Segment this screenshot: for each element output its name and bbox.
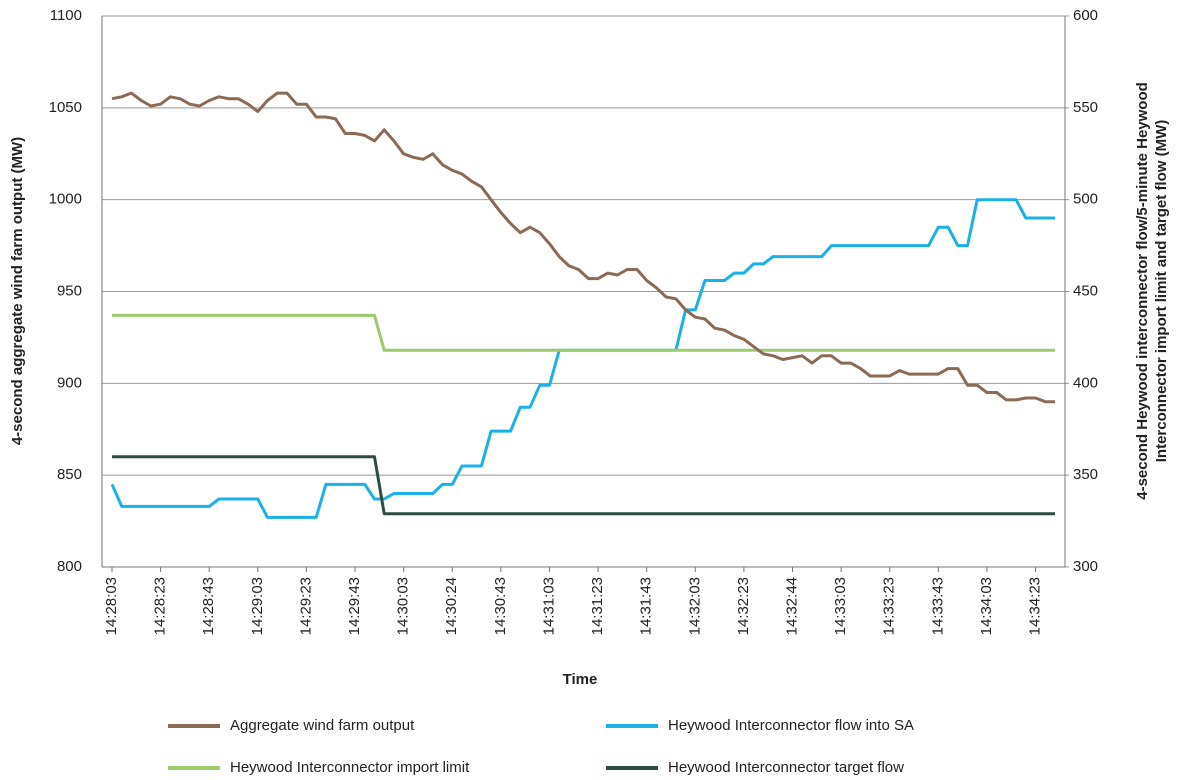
y2-tick-label: 600 xyxy=(1073,7,1098,24)
y-tick-label: 900 xyxy=(57,374,82,391)
x-tick-label: 14:32:44 xyxy=(783,577,800,635)
series-line xyxy=(112,455,1055,516)
x-tick-label: 14:29:23 xyxy=(297,577,314,635)
series-line xyxy=(111,91,1055,404)
x-tick-label: 14:34:03 xyxy=(978,577,995,635)
y2-tick-label: 400 xyxy=(1073,374,1098,391)
x-tick-label: 14:32:03 xyxy=(686,577,703,635)
legend-label: Heywood Interconnector flow into SA xyxy=(668,717,914,734)
legend-label: Heywood Interconnector import limit xyxy=(230,759,470,776)
x-tick-label: 14:28:23 xyxy=(152,577,169,635)
x-tick-label: 14:29:43 xyxy=(346,577,363,635)
y2-tick-label: 550 xyxy=(1073,99,1098,116)
y-tick-label: 950 xyxy=(57,282,82,299)
series-line xyxy=(110,198,1055,519)
x-tick-label: 14:30:24 xyxy=(443,577,460,635)
legend-label: Heywood Interconnector target flow xyxy=(668,759,904,776)
x-tick-label: 14:28:03 xyxy=(103,577,120,635)
y2-tick-label: 500 xyxy=(1073,191,1098,208)
x-axis-title: Time xyxy=(563,671,598,688)
y2-tick-label: 300 xyxy=(1073,558,1098,575)
x-tick-label: 14:33:03 xyxy=(832,577,849,635)
x-tick-label: 14:33:23 xyxy=(881,577,898,635)
x-tick-label: 14:28:43 xyxy=(200,577,217,635)
y-tick-label: 850 xyxy=(57,466,82,483)
y-tick-label: 1050 xyxy=(49,99,82,116)
x-tick-label: 14:30:03 xyxy=(395,577,412,635)
y-tick-label: 1100 xyxy=(50,7,82,24)
series-line xyxy=(112,313,1055,352)
y-tick-label: 800 xyxy=(57,558,82,575)
x-tick-label: 14:29:03 xyxy=(249,577,266,635)
x-tick-label: 14:30:43 xyxy=(492,577,509,635)
x-tick-label: 14:31:43 xyxy=(638,577,655,635)
x-tick-label: 14:32:23 xyxy=(735,577,752,635)
x-tick-label: 14:31:23 xyxy=(589,577,606,635)
y2-tick-label: 450 xyxy=(1073,282,1098,299)
x-tick-label: 14:34:23 xyxy=(1027,577,1044,635)
y2-axis-title: Interconnector import limit and target f… xyxy=(1153,120,1170,463)
y2-tick-label: 350 xyxy=(1073,466,1098,483)
y-tick-label: 1000 xyxy=(49,191,82,208)
x-tick-label: 14:33:43 xyxy=(929,577,946,635)
x-tick-label: 14:31:03 xyxy=(540,577,557,635)
legend-label: Aggregate wind farm output xyxy=(230,717,415,734)
y-axis-title: 4-second aggregate wind farm output (MW) xyxy=(9,137,26,445)
y2-axis-title: 4-second Heywood interconnector flow/5-m… xyxy=(1134,82,1151,500)
